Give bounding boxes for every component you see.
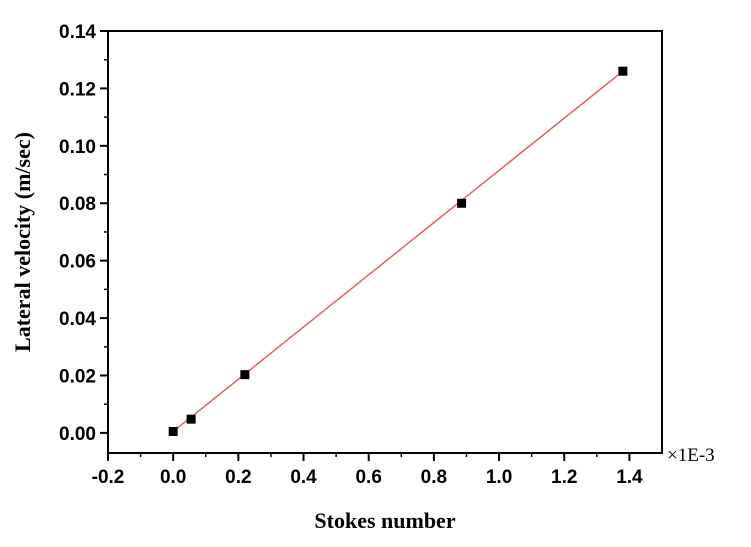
- y-tick-label: 0.06: [59, 252, 96, 273]
- y-tick-label: 0.02: [59, 366, 96, 387]
- x-tick-label: 0.4: [290, 467, 317, 488]
- x-multiplier-label: ×1E-3: [667, 445, 715, 466]
- x-tick-label: 1.4: [616, 467, 643, 488]
- plot-frame: [107, 30, 663, 454]
- x-tick-label: -0.2: [92, 467, 125, 488]
- y-axis-title: Lateral velocity (m/sec): [10, 132, 35, 352]
- x-tick-label: 1.0: [486, 467, 512, 488]
- x-tick-label: 1.2: [551, 467, 577, 488]
- data-point: [618, 66, 628, 76]
- x-tick-label: 0.0: [160, 467, 186, 488]
- y-tick-label: 0.08: [59, 194, 96, 215]
- x-tick-label: 0.2: [225, 467, 251, 488]
- y-tick-label: 0.14: [59, 22, 96, 43]
- data-point: [168, 426, 178, 436]
- data-points: [168, 66, 628, 436]
- x-tick-label: 0.8: [421, 467, 447, 488]
- data-point: [457, 198, 467, 208]
- y-tick-label: 0.00: [59, 424, 96, 445]
- y-tick-label: 0.10: [59, 137, 96, 158]
- ticks: -0.2 0.0 0.2 0.4 0.6 0.8 1.0 1.2 1.4 0.00 0.02 0.04…: [59, 22, 643, 488]
- y-tick-label: 0.04: [59, 309, 96, 330]
- x-tick-label: 0.6: [355, 467, 381, 488]
- x-axis-title: Stokes number: [314, 508, 455, 533]
- data-point: [186, 414, 196, 424]
- y-tick-label: 0.12: [59, 79, 96, 100]
- data-point: [240, 370, 250, 380]
